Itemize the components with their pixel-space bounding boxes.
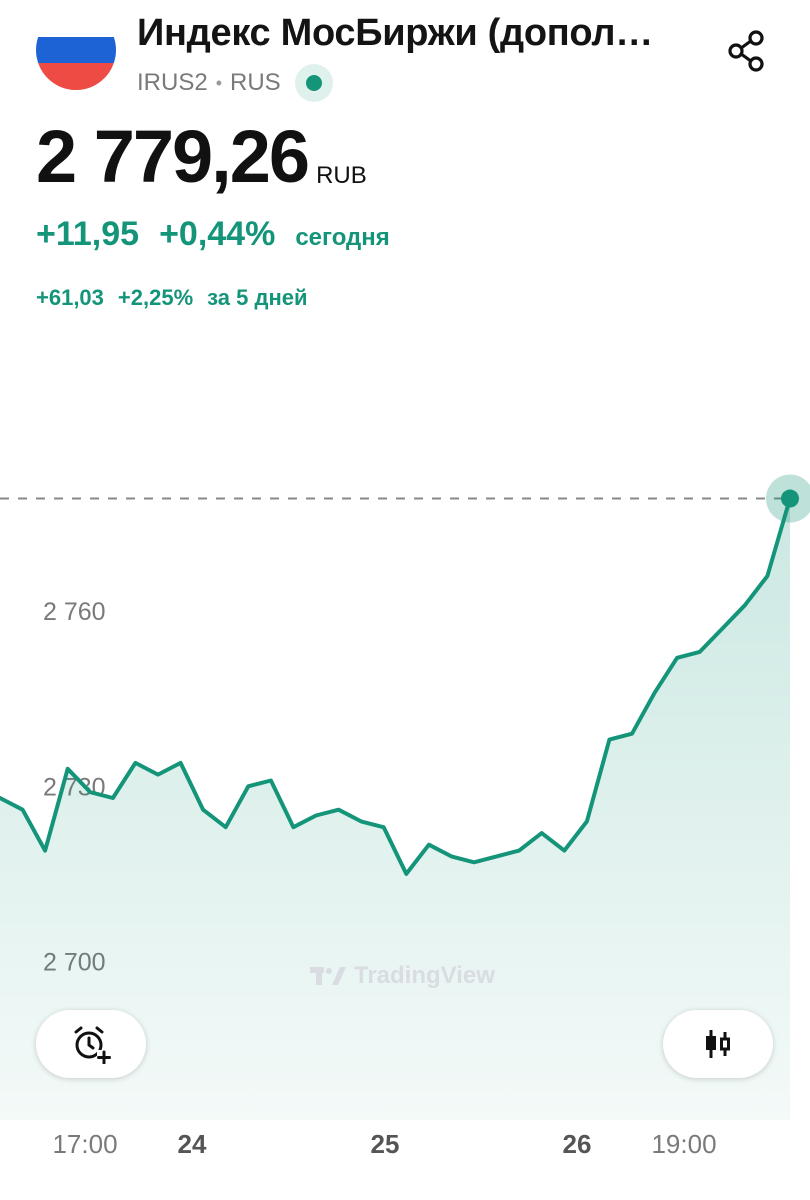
ticker-label: IRUS2 bbox=[137, 69, 208, 96]
change-pct: +0,44% bbox=[159, 215, 276, 253]
tradingview-watermark: TradingView bbox=[310, 962, 495, 990]
x-tick-label: 24 bbox=[177, 1129, 207, 1159]
x-axis: 17:00 24 25 26 19:00 bbox=[0, 1125, 810, 1165]
tradingview-logo-icon bbox=[310, 967, 346, 985]
instrument-title: Индекс МосБиржи (допол… bbox=[137, 12, 653, 54]
change-today: +11,95 +0,44% сегодня bbox=[36, 215, 390, 254]
separator: • bbox=[215, 72, 222, 93]
x-tick-label: 17:00 bbox=[52, 1129, 118, 1159]
share-button[interactable] bbox=[724, 28, 770, 74]
currency-label: RUB bbox=[316, 162, 367, 189]
add-alert-button[interactable] bbox=[36, 1010, 146, 1078]
price-block: 2 779,26 RUB bbox=[36, 120, 367, 194]
x-tick-label: 19:00 bbox=[651, 1129, 717, 1159]
instrument-subtitle: IRUS2 • RUS bbox=[137, 64, 333, 102]
five-day-pct: +2,25% bbox=[117, 285, 194, 310]
candlestick-icon bbox=[706, 1030, 730, 1058]
chart-type-button[interactable] bbox=[663, 1010, 773, 1078]
price-area bbox=[0, 498, 790, 1120]
share-icon bbox=[728, 30, 764, 72]
live-status-icon bbox=[294, 64, 333, 102]
exchange-label: RUS bbox=[230, 69, 281, 96]
alarm-add-icon bbox=[74, 1026, 111, 1064]
last-price: 2 779,26 bbox=[36, 115, 310, 198]
x-tick-label: 25 bbox=[370, 1129, 400, 1159]
y-tick-label: 2 760 bbox=[43, 598, 106, 626]
price-chart[interactable]: 2 7602 7302 700 bbox=[0, 420, 810, 1120]
change-period-label: сегодня bbox=[295, 224, 390, 251]
change-five-days: +61,03 +2,25% за 5 дней bbox=[36, 285, 308, 311]
russia-flag-icon bbox=[36, 10, 116, 90]
five-day-abs: +61,03 bbox=[36, 285, 104, 310]
x-tick-label: 26 bbox=[562, 1129, 592, 1159]
price-line bbox=[0, 496, 792, 876]
watermark-text: TradingView bbox=[354, 962, 495, 989]
five-day-label: за 5 дней bbox=[207, 285, 308, 310]
last-point bbox=[781, 489, 799, 508]
change-abs: +11,95 bbox=[36, 215, 140, 253]
y-tick-bg bbox=[36, 593, 114, 628]
header: Индекс МосБиржи (допол… IRUS2 • RUS bbox=[0, 0, 810, 110]
